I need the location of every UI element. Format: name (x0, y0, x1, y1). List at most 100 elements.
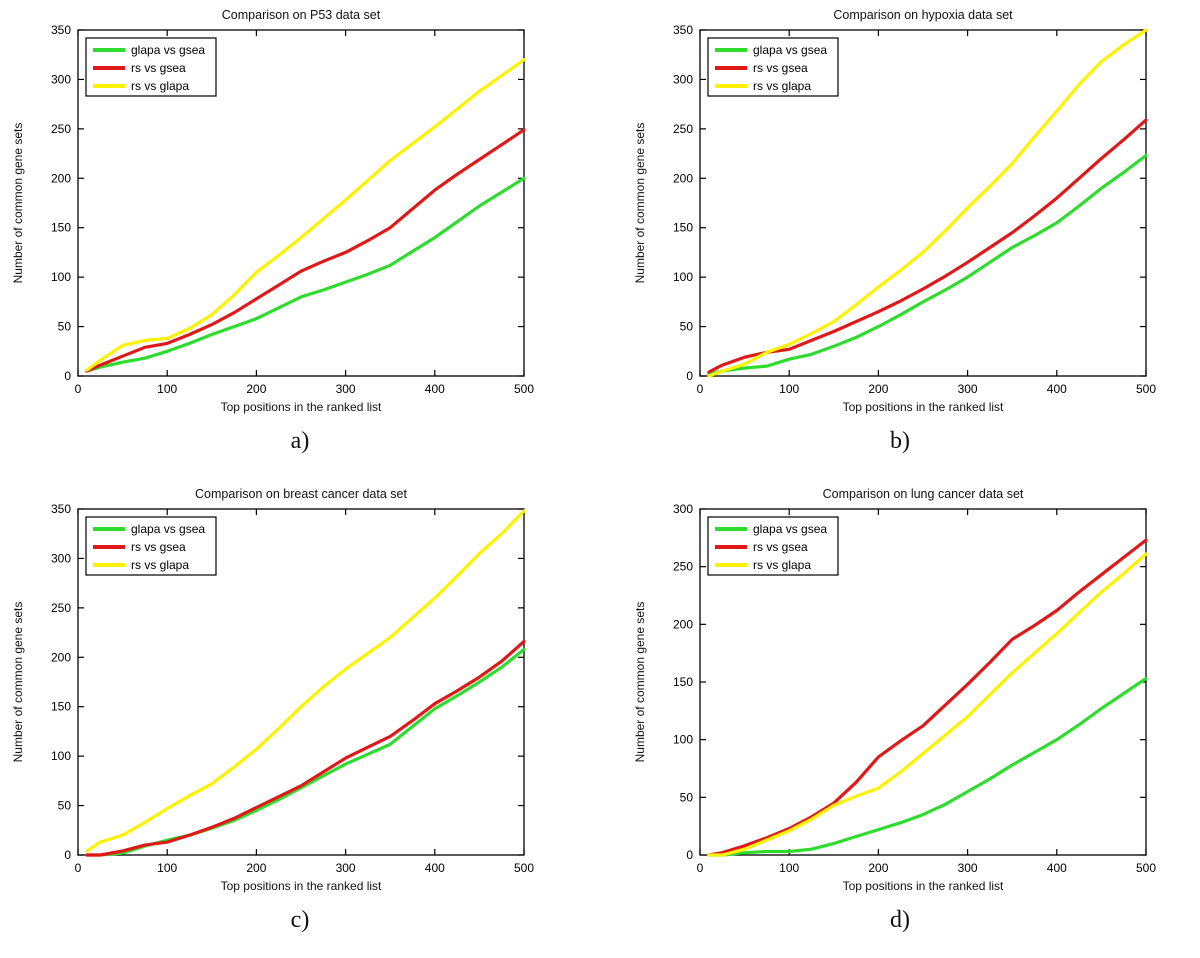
y-tick-label: 300 (673, 72, 693, 86)
y-tick-label: 150 (51, 700, 71, 714)
chart-hypoxia-svg: 0 100 200 300 400 500 0 50 100 150 200 250 300 350 Com… (633, 8, 1156, 414)
y-axis-title: Number of common gene sets (633, 602, 647, 763)
x-tick-label: 100 (157, 861, 177, 875)
legend-label: rs vs gsea (753, 540, 808, 554)
x-tick-label: 500 (514, 382, 534, 396)
y-tick-label: 50 (680, 320, 694, 334)
quadrant-hypoxia: 0 100 200 300 400 500 0 50 100 150 200 250 300 350 Com… (600, 0, 1200, 479)
quadrant-p53: 0 100 200 300 400 500 0 50 100 150 200 250 300 350 Com… (0, 0, 600, 479)
y-tick-label: 50 (58, 799, 72, 813)
quadrant-breast-cancer: 0 100 200 300 400 500 0 50 100 150 200 250 300 350 Com… (0, 479, 600, 958)
x-tick-label: 0 (75, 861, 82, 875)
legend-label: glapa vs gsea (131, 522, 205, 536)
y-tick-label: 350 (673, 23, 693, 37)
legend-label: rs vs gsea (753, 61, 808, 75)
y-tick-label: 0 (686, 369, 693, 383)
x-tick-label: 500 (1136, 382, 1156, 396)
y-tick-label: 200 (51, 650, 71, 664)
x-tick-label: 400 (425, 382, 445, 396)
x-axis-title: Top positions in the ranked list (221, 400, 382, 414)
legend-label: rs vs glapa (753, 79, 811, 93)
x-tick-label: 100 (157, 382, 177, 396)
legend: glapa vs gsea rs vs gsea rs vs glapa (707, 516, 839, 576)
series-line-red (707, 538, 1148, 857)
x-tick-label: 300 (958, 861, 978, 875)
y-tick-label: 50 (58, 320, 72, 334)
x-tick-label: 500 (514, 861, 534, 875)
subfigure-label-a: a) (290, 428, 310, 454)
legend-label: glapa vs gsea (131, 43, 205, 57)
y-tick-label: 250 (51, 122, 71, 136)
x-tick-label: 100 (779, 861, 799, 875)
x-tick-label: 0 (697, 861, 704, 875)
y-tick-label: 150 (51, 221, 71, 235)
series-line-green (707, 153, 1148, 376)
series-line-yellow (85, 58, 526, 372)
x-tick-label: 200 (868, 861, 888, 875)
x-tick-label: 400 (425, 861, 445, 875)
x-axis-title: Top positions in the ranked list (221, 879, 382, 893)
series-line-red (85, 128, 526, 373)
y-tick-label: 150 (673, 221, 693, 235)
series-line-yellow (85, 509, 526, 853)
y-tick-label: 200 (51, 171, 71, 185)
series-line-red (85, 639, 526, 857)
y-tick-label: 0 (64, 848, 71, 862)
series-line-green (85, 176, 526, 373)
y-tick-label: 100 (673, 733, 693, 747)
y-tick-label: 50 (680, 790, 694, 804)
legend: glapa vs gsea rs vs gsea rs vs glapa (85, 516, 217, 576)
y-axis-title: Number of common gene sets (11, 123, 25, 284)
legend-label: rs vs glapa (753, 558, 811, 572)
x-tick-label: 200 (246, 382, 266, 396)
x-tick-label: 200 (868, 382, 888, 396)
x-tick-label: 200 (246, 861, 266, 875)
y-tick-label: 300 (673, 502, 693, 516)
x-axis-title: Top positions in the ranked list (843, 400, 1004, 414)
x-tick-label: 300 (336, 861, 356, 875)
plot-frame (699, 29, 1147, 377)
y-tick-label: 300 (51, 72, 71, 86)
chart-lung-cancer-svg: 0 100 200 300 400 500 0 50 100 150 200 250 300 Compar… (633, 487, 1156, 893)
y-tick-label: 250 (51, 601, 71, 615)
x-tick-label: 300 (336, 382, 356, 396)
y-tick-label: 150 (673, 675, 693, 689)
legend-label: glapa vs gsea (753, 522, 827, 536)
y-tick-label: 250 (673, 560, 693, 574)
chart-p53-svg: 0 100 200 300 400 500 0 50 100 150 200 250 300 350 Com… (11, 8, 534, 414)
legend-label: glapa vs gsea (753, 43, 827, 57)
legend-label: rs vs gsea (131, 540, 186, 554)
legend-label: rs vs glapa (131, 558, 189, 572)
x-tick-label: 500 (1136, 861, 1156, 875)
x-tick-label: 0 (75, 382, 82, 396)
series-line-yellow (707, 28, 1148, 378)
x-tick-label: 100 (779, 382, 799, 396)
series-line-yellow (707, 552, 1148, 857)
series-line-green (85, 647, 526, 857)
y-tick-label: 0 (64, 369, 71, 383)
y-tick-label: 200 (673, 617, 693, 631)
series-line-green (707, 676, 1148, 857)
y-axis-title: Number of common gene sets (633, 123, 647, 284)
chart-title: Comparison on lung cancer data set (823, 487, 1024, 501)
chart-breast-cancer-svg: 0 100 200 300 400 500 0 50 100 150 200 250 300 350 Com… (11, 487, 534, 893)
subfigure-label-d: d) (890, 907, 910, 933)
x-axis-title: Top positions in the ranked list (843, 879, 1004, 893)
plot-frame (77, 508, 525, 856)
legend-label: rs vs glapa (131, 79, 189, 93)
chart-title: Comparison on P53 data set (222, 8, 381, 22)
legend: glapa vs gsea rs vs gsea rs vs glapa (707, 37, 839, 97)
x-tick-label: 400 (1047, 382, 1067, 396)
chart-title: Comparison on hypoxia data set (833, 8, 1013, 22)
x-tick-label: 300 (958, 382, 978, 396)
y-tick-label: 0 (686, 848, 693, 862)
y-tick-label: 250 (673, 122, 693, 136)
x-tick-label: 400 (1047, 861, 1067, 875)
y-tick-label: 350 (51, 23, 71, 37)
y-tick-label: 350 (51, 502, 71, 516)
legend-label: rs vs gsea (131, 61, 186, 75)
subfigure-label-c: c) (290, 907, 310, 933)
legend: glapa vs gsea rs vs gsea rs vs glapa (85, 37, 217, 97)
